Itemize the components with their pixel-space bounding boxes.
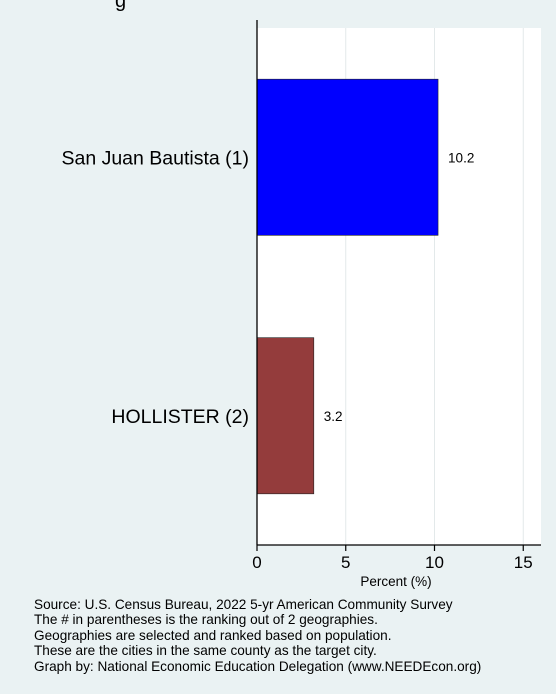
bar-2 [256,337,315,495]
x-tick-label: 15 [514,553,533,572]
footnote-selection: Geographies are selected and ranked base… [34,627,392,643]
bar-chart: 10.2 San Juan Bautista (1) 3.2 HOLLISTER (2… [61,0,541,589]
bar-1 [256,78,439,236]
x-axis-label: Percent (%) [360,574,431,589]
footnote-scope: These are the cities in the same county … [34,643,377,659]
value-label-2: 3.2 [324,409,343,424]
footnote-source: Source: U.S. Census Bureau, 2022 5-yr Am… [34,597,453,612]
chart-title-fragment: g [115,0,126,12]
x-tick-label: 10 [425,553,444,572]
category-label-1: San Juan Bautista (1) [61,147,249,169]
value-label-1: 10.2 [448,150,474,165]
footnote-ranking: The # in parentheses is the ranking out … [34,612,378,628]
chart-area: 10.2 San Juan Bautista (1) 3.2 HOLLISTER (2… [10,0,556,592]
x-tick-label: 5 [341,553,350,572]
x-tick-label: 0 [252,553,261,572]
footnote-credit: Graph by: National Economic Education De… [34,658,482,674]
footnotes: Source: U.S. Census Bureau, 2022 5-yr Am… [34,597,549,674]
category-label-2: HOLLISTER (2) [111,406,249,428]
